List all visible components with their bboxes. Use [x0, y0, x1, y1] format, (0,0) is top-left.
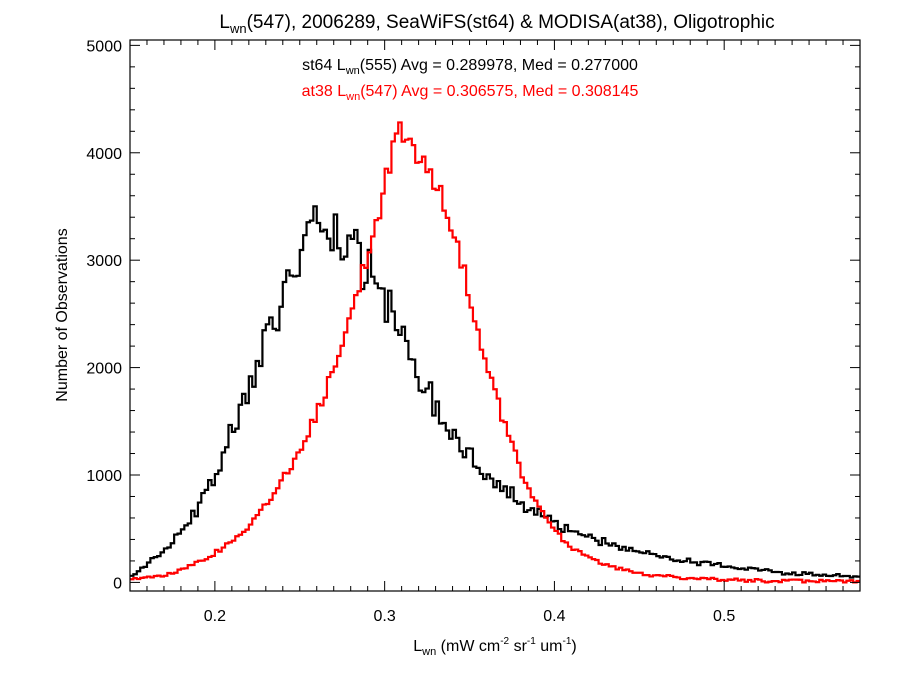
x-axis-label: Lwn (mW cm-2 sr-1 um-1)	[413, 636, 576, 658]
x-tick-label: 0.2	[204, 608, 226, 625]
plot-frame	[129, 39, 861, 592]
y-axis-ticks: 0 1000 2000 3000 4000 5000	[86, 38, 860, 592]
x-tick-label: 0.3	[374, 608, 396, 625]
x-minor-ticks	[146, 40, 844, 591]
chart-title-subscript: wn	[229, 21, 247, 36]
y-tick-label: 0	[113, 575, 122, 592]
x-axis-ticks: 0.2 0.3 0.4 0.5	[204, 40, 735, 625]
y-tick-label: 3000	[86, 253, 122, 270]
y-tick-label: 5000	[86, 38, 122, 55]
series-at38-histogram	[130, 121, 860, 584]
chart-title: Lwn(547), 2006289, SeaWiFS(st64) & MODIS…	[219, 12, 774, 36]
at38-stats-annotation: at38 Lwn(547) Avg = 0.306575, Med = 0.30…	[302, 83, 639, 103]
y-tick-label: 4000	[86, 146, 122, 163]
y-axis-label: Number of Observations	[54, 228, 71, 401]
x-tick-label: 0.5	[713, 608, 735, 625]
series-st64-histogram	[130, 205, 860, 579]
x-tick-label: 0.4	[543, 608, 565, 625]
st64-stats-annotation: st64 Lwn(555) Avg = 0.289978, Med = 0.27…	[302, 57, 638, 77]
y-tick-label: 1000	[86, 468, 122, 485]
y-minor-ticks	[130, 66, 860, 562]
y-tick-label: 2000	[86, 361, 122, 378]
bars-clip-group	[130, 121, 860, 584]
